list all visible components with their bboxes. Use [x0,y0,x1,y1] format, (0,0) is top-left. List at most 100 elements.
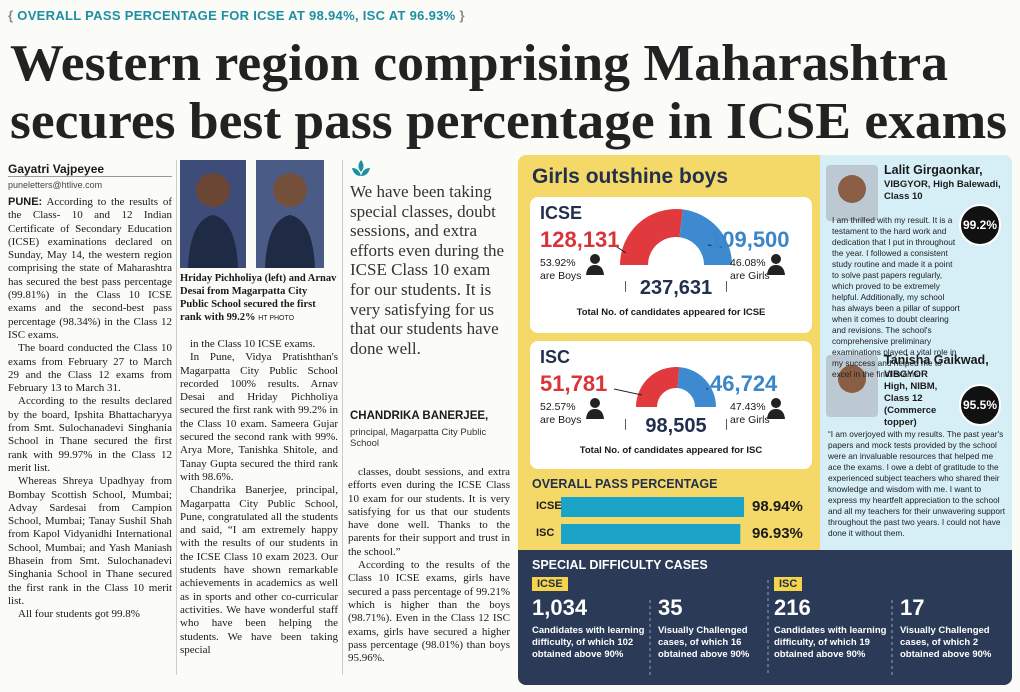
profile-text: I am thrilled with my result. It is a te… [832,215,960,379]
boys-arc [620,209,683,265]
boys-share: 53.92% [540,257,576,269]
paragraph: According to the results of the Class 10… [348,559,510,665]
profile-face [838,175,866,203]
credit: HT PHOTO [258,315,295,322]
rule [8,176,172,177]
paragraph-text: According to the results declared by the… [8,395,172,474]
profile-name: Lalit Girgaonkar, [884,163,983,177]
paragraph-text: Chandrika Banerjee, principal, Magarpatt… [180,484,338,656]
profile-face [838,365,866,393]
special-number: 17 [900,595,925,620]
girls-share: 46.08% [730,257,766,269]
profile-details: VIBGYOR, High Balewadi, Class 10 [884,179,1001,202]
paragraph-text: According to the results of the Class 10… [348,559,510,665]
infographic: Girls outshine boys ICSE 128,131 53.92% are … [518,155,1012,685]
kicker-wrap: { OVERALL PASS PERCENTAGE FOR ICSE AT 98… [8,8,465,23]
pass-value: 96.93% [752,525,803,542]
infographic-title: Girls outshine boys [532,165,729,188]
boys-share: 52.57% [540,401,576,413]
person-icon [590,398,600,408]
profile-name: Tanisha Gaikwad, [884,353,989,367]
score-badge [959,384,1001,426]
exam-card [530,197,812,333]
column: in the Class 10 ICSE exams. In Pune, Vidy… [180,338,338,674]
photo [180,160,324,268]
paragraph: In Pune, Vidya Pratishthan's Magarpatta … [180,351,338,484]
girls-count: 46,724 [710,371,778,396]
profile-score: 95.5% [962,398,998,412]
pointer [707,244,723,248]
quote-role: principal, Magarpatta City Public School [350,427,487,449]
girls-text: are Girls [730,270,770,282]
special-title: SPECIAL DIFFICULTY CASES [532,558,708,572]
paragraph-text: In Pune, Vidya Pratishthan's Magarpatta … [180,351,338,483]
pass-bar [561,524,741,544]
special-number: 35 [658,595,683,620]
email: puneletters@htlive.com [8,180,103,190]
boys-text: are Boys [540,270,582,282]
paragraph: According to the results declared by the… [8,395,172,475]
kicker: OVERALL PASS PERCENTAGE FOR ICSE AT 98.9… [17,8,456,23]
pass-label: ISC [536,527,555,539]
column: classes, doubt sessions, and extra effor… [348,466,510,674]
pass-label: ICSE [536,500,562,512]
person-icon [590,254,600,264]
pass-value: 98.94% [752,498,803,515]
girls-share: 47.43% [730,401,766,413]
person-icon [586,265,604,275]
photo-caption: Hriday Pichholiya (left) and Arnav Desai… [180,272,338,325]
profile-details: VIBGYOR High, NIBM, Class 12 (Commerce t… [884,369,938,428]
infographic-graphics [518,155,1012,685]
exam-card [530,341,812,469]
quote-icon [352,160,370,176]
special-text: Visually Challenged cases, of which 16 o… [658,625,750,660]
special-number: 1,034 [532,595,588,620]
paragraph-text: The board conducted the Class 10 exams f… [8,342,172,395]
girls-count: 109,500 [710,227,790,252]
paragraph-text: in the Class 10 ICSE exams. [190,338,316,350]
pass-bar [561,497,745,517]
special-text: Visually Challenged cases, of which 2 ob… [900,625,992,660]
girls-text: are Girls [730,414,770,426]
profile-text: “I am overjoyed with my results. The pas… [828,429,1006,538]
special-number: 216 [774,595,811,620]
paragraph-text: According to the results of the Class- 1… [8,196,172,341]
pointer [613,244,627,254]
girls-arc [679,209,732,265]
total-count: 98,505 [626,415,726,438]
rule [342,160,343,675]
headline: Western region comprising Maharashtra se… [10,35,1007,150]
quote-author: CHANDRIKA BANERJEE, [350,410,489,422]
byline: Gayatri Vajpeyee [8,162,105,176]
paragraph: Chandrika Banerjee, principal, Magarpatt… [180,484,338,657]
paragraph: All four students got 99.8% [8,608,172,621]
paragraph: classes, doubt sessions, and extra effor… [348,466,510,559]
person-icon [767,409,785,419]
person-icon [771,398,781,408]
group-label: ICSE [532,577,568,591]
person-icon [586,409,604,419]
paragraph-text: All four students got 99.8% [18,608,140,621]
paragraph-text: classes, doubt sessions, and extra effor… [348,466,510,558]
special-text: Candidates with learning difficulty, of … [774,625,887,660]
caption: Hriday Pichholiya (left) and Arnav Desai… [180,273,337,323]
person-icon [767,265,785,275]
total-caption: Total No. of candidates appeared for ICS… [576,307,766,318]
girls-arc [677,367,716,407]
special-text: Candidates with learning difficulty, of … [532,625,645,660]
boys-arc [636,367,680,407]
boys-count: 128,131 [540,227,620,252]
exam-label: ISC [540,347,571,367]
profile-score: 99.2% [962,218,998,232]
pull-quote: We have been taking special classes, dou… [350,182,505,358]
paragraph: Whereas Shreya Upadhyay from Bombay Scot… [8,475,172,608]
boys-text: are Boys [540,414,582,426]
total-count: 237,631 [626,277,726,300]
pointer [613,388,643,396]
exam-label: ICSE [540,203,583,223]
dateline: PUNE: [8,196,43,208]
paragraph-text: Whereas Shreya Upadhyay from Bombay Scot… [8,475,172,607]
group-label: ISC [774,577,803,591]
headline-line: Western region comprising Maharashtra [10,35,948,92]
